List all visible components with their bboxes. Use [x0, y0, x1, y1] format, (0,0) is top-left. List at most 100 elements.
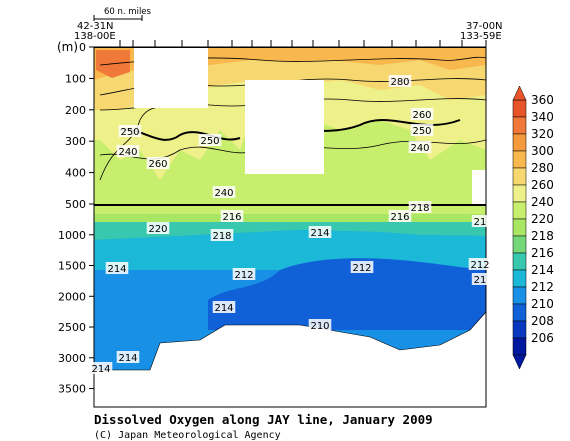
y-tick-label: 3500	[58, 383, 86, 396]
colorbar-segment	[512, 303, 527, 322]
colorbar-segment	[512, 133, 527, 152]
colorbar-label: 208	[531, 314, 554, 328]
contour-label: 214	[107, 264, 126, 275]
scale-bar-label: 60 n. miles	[104, 7, 152, 17]
colorbar-label: 260	[531, 178, 554, 192]
contour-label-bg	[410, 108, 434, 120]
contour-label-bg	[198, 134, 222, 146]
contour-label-bg	[146, 222, 170, 234]
contour-label: 21	[474, 217, 487, 228]
contour-label-bg	[410, 124, 434, 136]
y-tick-label: 3000	[58, 352, 86, 365]
contour-label-bg	[89, 362, 113, 374]
y-tick-label: 100	[65, 72, 86, 85]
contour-label: 218	[410, 203, 429, 214]
colorbar-label: 320	[531, 127, 554, 141]
colorbar-label: 218	[531, 229, 554, 243]
y-tick-label: 2000	[58, 290, 86, 303]
colorbar-label: 360	[531, 93, 554, 107]
colorbar-label: 240	[531, 195, 554, 209]
contour-label-bg	[350, 261, 374, 273]
colorbar-segment	[512, 218, 527, 237]
contour-label: 21	[474, 275, 487, 286]
contour-label: 210	[310, 321, 329, 332]
contour-label-bg	[146, 157, 170, 169]
contour-label: 240	[410, 143, 429, 154]
colorbar-label: 216	[531, 246, 554, 260]
colorbar-segment	[512, 167, 527, 186]
chart-title: Dissolved Oxygen along JAY line, January…	[94, 412, 433, 427]
contour-label-bg	[118, 125, 142, 137]
contour-label-bg	[212, 186, 236, 198]
colorbar-segment	[512, 269, 527, 288]
contour-label: 218	[212, 231, 231, 242]
contour-label: 250	[200, 136, 219, 147]
contour-label: 212	[352, 263, 371, 274]
colorbar-top-arrow	[512, 85, 527, 101]
colorbar-segment	[512, 286, 527, 305]
colorbar-label: 214	[531, 263, 554, 277]
contour-label-bg	[116, 145, 140, 157]
colorbar-label: 280	[531, 161, 554, 175]
colorbar-segment	[512, 201, 527, 220]
contour-label-bg	[468, 258, 492, 270]
contour-label-bg	[232, 268, 256, 280]
colorbar-label: 206	[531, 331, 554, 345]
colorbar-segment	[512, 337, 527, 356]
contour-label: 220	[148, 224, 167, 235]
contour-label: 214	[310, 228, 329, 239]
contour-label: 212	[470, 260, 489, 271]
contour-label-bg	[388, 75, 412, 87]
right-station-lon: 133-59E	[460, 31, 502, 42]
contour-label: 212	[234, 270, 253, 281]
contour-label: 240	[214, 188, 233, 199]
colorbar-label: 340	[531, 110, 554, 124]
y-axis-label: (m)	[57, 40, 78, 54]
contour-label-bg	[408, 201, 432, 213]
contour-label-bg	[471, 215, 489, 227]
contour-label-bg	[308, 319, 332, 331]
y-tick-label: 300	[65, 135, 86, 148]
contour-label-bg	[105, 262, 129, 274]
contour-label-bg	[388, 210, 412, 222]
colorbar-label: 212	[531, 280, 554, 294]
contour-label-bg	[471, 273, 489, 285]
colorbar-segment	[512, 99, 527, 118]
y-tick-label: 0	[79, 41, 86, 54]
colorbar-segment	[512, 150, 527, 169]
contour-label-bg	[116, 351, 140, 363]
colorbar-label: 220	[531, 212, 554, 226]
contour-label-bg	[220, 210, 244, 222]
right-station-lat: 37-00N	[466, 21, 503, 32]
contour-label: 260	[412, 110, 431, 121]
contour-label: 214	[214, 303, 233, 314]
y-tick-label: 200	[65, 104, 86, 117]
colorbar-bottom-arrow	[512, 354, 527, 370]
contour-label: 214	[118, 353, 137, 364]
y-tick-label: 400	[65, 167, 86, 180]
scale-bar: 60 n. miles	[93, 7, 152, 21]
colorbar-segment	[512, 252, 527, 271]
contour-label: 216	[390, 212, 409, 223]
contour-label: 260	[148, 159, 167, 170]
colorbar: 360 340 320 300 280 260 240 220 218 216 214 212 210 2…	[512, 85, 554, 370]
contour-label-bg	[408, 141, 432, 153]
contour-label: 214	[91, 364, 110, 375]
y-tick-label: 1000	[58, 229, 86, 242]
colorbar-label: 210	[531, 297, 554, 311]
y-axis-ticks: 0 100 200 300 400 500 1000 1500 2000 2500 3000 3500	[58, 41, 94, 396]
contour-label: 280	[390, 77, 409, 88]
contour-label-bg	[212, 301, 236, 313]
contour-label: 250	[412, 126, 431, 137]
colorbar-segment	[512, 235, 527, 254]
y-tick-label: 2500	[58, 321, 86, 334]
colorbar-segment	[512, 184, 527, 203]
y-tick-label: 1500	[58, 260, 86, 273]
station-markers	[119, 40, 487, 47]
y-tick-label: 500	[65, 198, 86, 211]
colorbar-label: 300	[531, 144, 554, 158]
credit-text: (C) Japan Meteorological Agency	[94, 430, 281, 441]
contour-label: 216	[222, 212, 241, 223]
